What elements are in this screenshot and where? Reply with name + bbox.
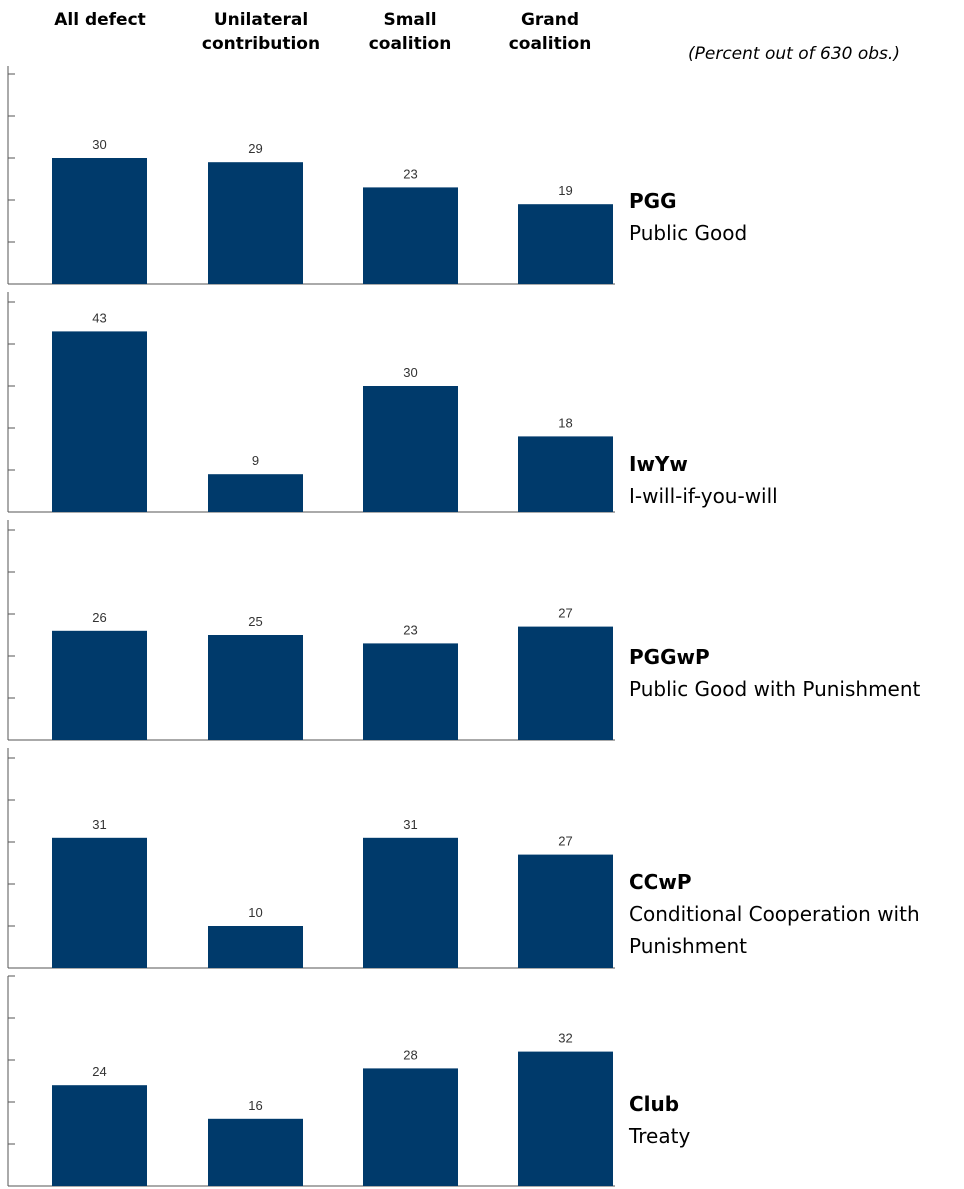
data-label: 9 (252, 453, 259, 468)
panel-description: I-will-if-you-will (629, 484, 778, 508)
bar-2 (208, 474, 303, 512)
column-header-line1: Grand (520, 10, 580, 30)
data-label: 30 (92, 137, 106, 152)
data-label: 29 (248, 141, 262, 156)
bar-2 (208, 926, 303, 968)
data-label: 31 (92, 817, 106, 832)
bar-3 (363, 1068, 458, 1186)
data-label: 27 (558, 606, 572, 621)
bar-4 (518, 204, 613, 284)
bar-4 (518, 436, 613, 512)
bar-2 (208, 162, 303, 284)
data-label: 18 (558, 415, 572, 430)
column-header-line1: All defect (54, 10, 146, 30)
panel-label: PGGwP (629, 645, 710, 669)
bar-4 (518, 626, 613, 740)
bar-4 (518, 1051, 613, 1186)
bar-3 (363, 187, 458, 284)
data-label: 27 (558, 834, 572, 849)
column-header-grand-coalition: Grand coalition (480, 8, 620, 56)
data-label: 26 (92, 610, 106, 625)
data-label: 16 (248, 1098, 262, 1113)
bar-1 (52, 630, 147, 740)
column-header-small-coalition: Small coalition (340, 8, 480, 56)
bar-3 (363, 643, 458, 740)
panel-description: Public Good with Punishment (629, 677, 921, 701)
bar-3 (363, 837, 458, 968)
panel-label: CCwP (629, 870, 692, 894)
data-label: 32 (558, 1031, 572, 1046)
panel-description: Treaty (628, 1124, 690, 1148)
column-header-line1: Small (383, 10, 437, 30)
data-label: 23 (403, 166, 417, 181)
bar-2 (208, 635, 303, 740)
bar-1 (52, 331, 147, 512)
bar-3 (363, 386, 458, 512)
column-header-all-defect: All defect (30, 8, 170, 32)
panel-description: Public Good (629, 221, 747, 245)
data-label: 25 (248, 614, 262, 629)
data-label: 24 (92, 1064, 106, 1079)
panel-description: Conditional Cooperation with (629, 902, 920, 926)
bar-2 (208, 1118, 303, 1186)
column-header-line2: contribution (201, 34, 321, 54)
bar-4 (518, 854, 613, 968)
panel-label: IwYw (629, 452, 688, 476)
bar-1 (52, 1085, 147, 1186)
observation-note: (Percent out of 630 obs.) (688, 44, 900, 64)
data-label: 31 (403, 817, 417, 832)
data-label: 10 (248, 905, 262, 920)
data-label: 30 (403, 365, 417, 380)
column-header-line2: coalition (508, 34, 592, 54)
panel-label: Club (629, 1092, 679, 1116)
column-header-unilateral-contribution: Unilateral contribution (191, 8, 331, 56)
data-label: 43 (92, 310, 106, 325)
data-label: 23 (403, 622, 417, 637)
panel-label: PGG (629, 189, 677, 213)
bar-1 (52, 158, 147, 284)
column-header-line2: coalition (368, 34, 452, 54)
column-header-line1: Unilateral (213, 10, 309, 30)
data-label: 19 (558, 183, 572, 198)
bar-1 (52, 837, 147, 968)
panel-description: Punishment (629, 934, 747, 958)
data-label: 28 (403, 1047, 417, 1062)
